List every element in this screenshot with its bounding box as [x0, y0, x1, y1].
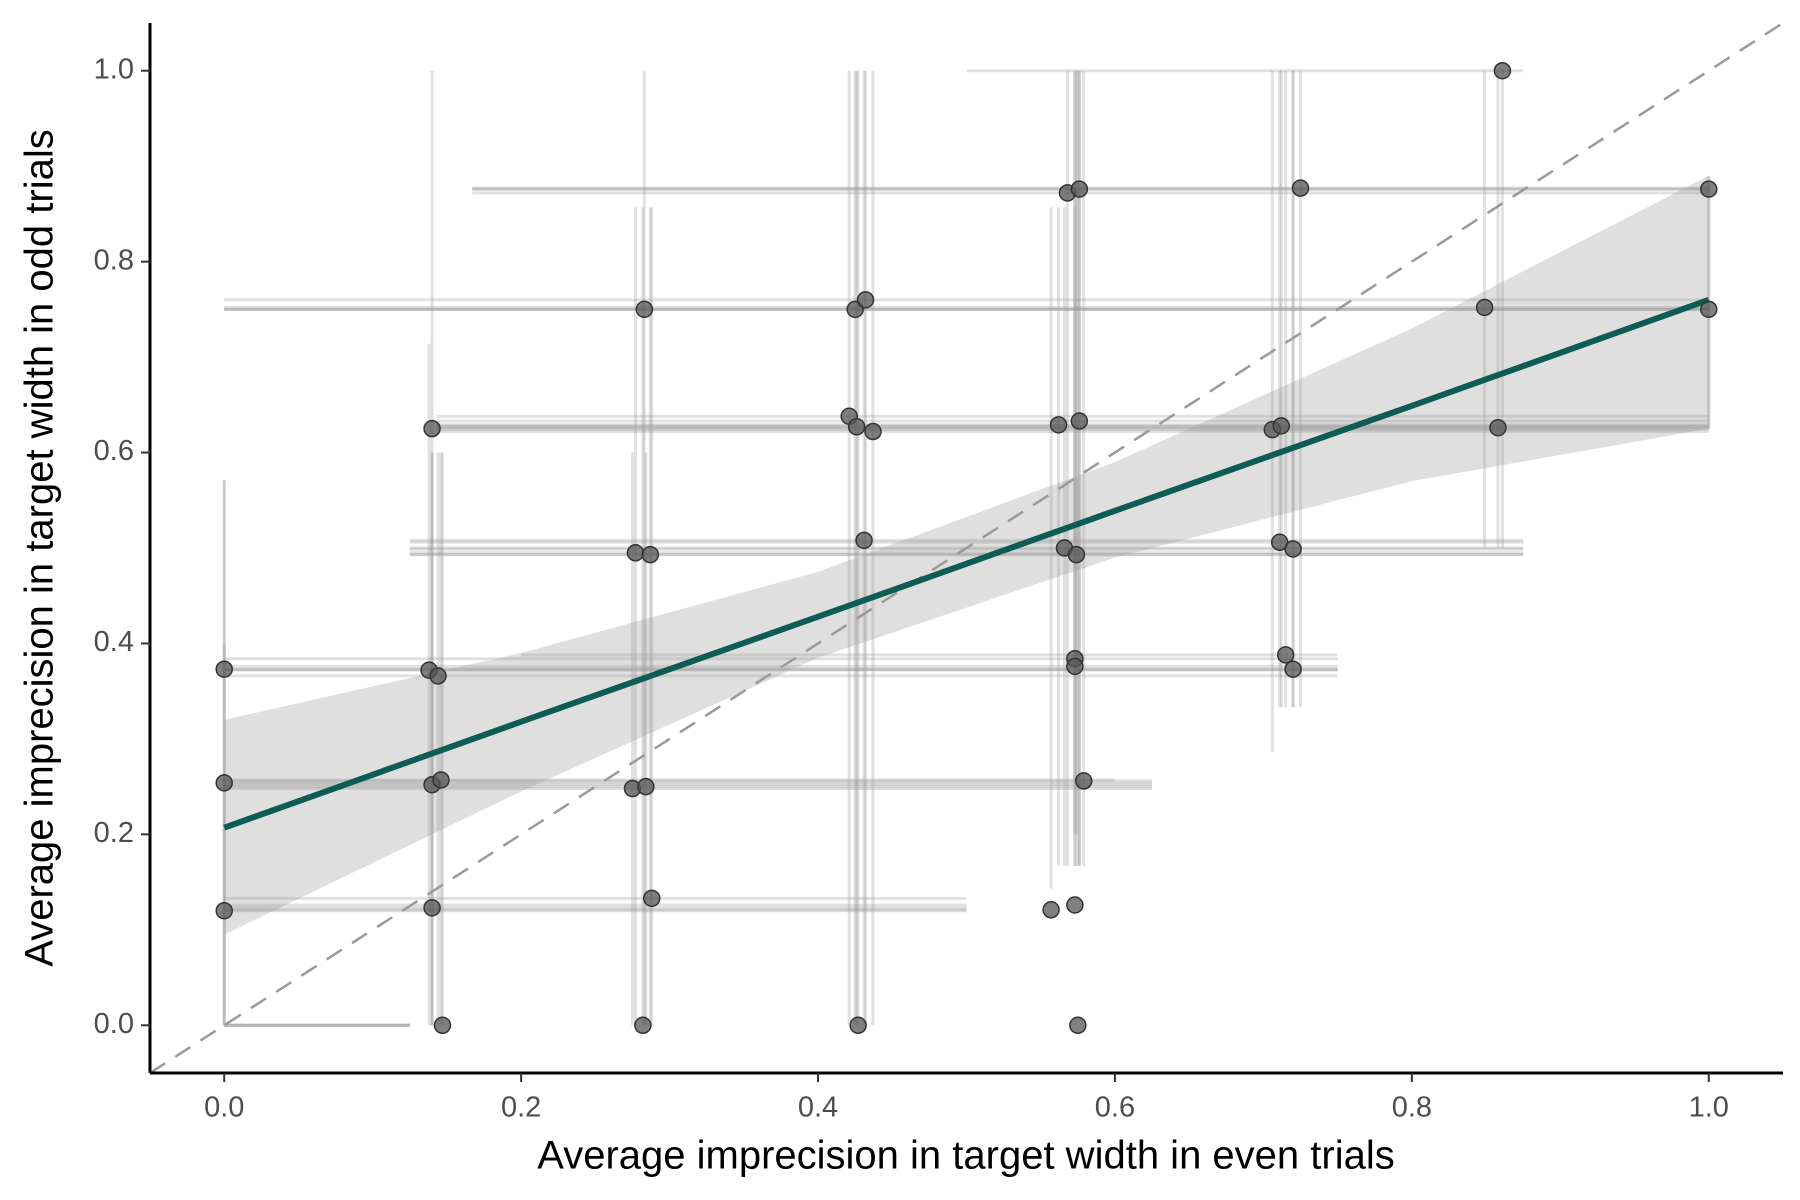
point — [864, 422, 882, 441]
point — [849, 1016, 867, 1035]
point — [1070, 180, 1089, 198]
point — [1284, 540, 1302, 558]
point — [643, 889, 661, 908]
point — [847, 418, 866, 436]
y-tick-label: 0.6 — [94, 435, 134, 467]
y-tick-label: 0.2 — [94, 817, 134, 849]
y-tick-label: 0.8 — [94, 244, 134, 276]
point — [1493, 61, 1512, 80]
point — [1276, 646, 1295, 664]
x-tick-label: 0.0 — [204, 1092, 244, 1124]
x-tick-label: 1.0 — [1689, 1092, 1729, 1124]
point — [1067, 545, 1086, 564]
point — [634, 1016, 652, 1035]
x-tick-label: 0.2 — [501, 1092, 541, 1124]
y-tick-label: 1.0 — [94, 53, 134, 85]
point — [1291, 179, 1310, 197]
point — [215, 901, 233, 920]
point — [1075, 772, 1093, 790]
point — [637, 777, 655, 796]
point — [433, 1016, 452, 1035]
point — [1700, 300, 1718, 319]
point — [635, 300, 654, 319]
point — [423, 419, 441, 438]
point — [1070, 412, 1089, 430]
confidence-band — [224, 175, 1709, 935]
x-axis-title: Average imprecision in target width in e… — [537, 1134, 1394, 1178]
point — [1489, 418, 1507, 437]
point — [429, 667, 447, 685]
point — [423, 899, 441, 917]
point — [215, 774, 233, 792]
fit-line — [223, 296, 1710, 831]
point — [215, 660, 233, 678]
point — [1066, 896, 1084, 914]
x-tick-label: 0.6 — [1095, 1092, 1135, 1124]
y-tick-label: 0.0 — [94, 1008, 134, 1040]
point — [626, 544, 645, 562]
point — [1700, 180, 1718, 198]
point — [1272, 417, 1290, 435]
identity-line — [149, 21, 1784, 1075]
point — [432, 771, 450, 789]
point — [1475, 298, 1494, 317]
y-axis-title: Average imprecision in target width in o… — [18, 129, 62, 966]
x-tick-label: 0.4 — [798, 1092, 838, 1124]
point — [641, 545, 660, 564]
point — [1049, 416, 1068, 434]
point — [1066, 657, 1084, 676]
y-tick-label: 0.4 — [94, 626, 134, 658]
point — [1284, 660, 1302, 678]
point — [856, 291, 875, 309]
point — [1042, 901, 1060, 919]
point — [1069, 1016, 1087, 1035]
x-tick-label: 0.8 — [1392, 1092, 1432, 1124]
point — [855, 531, 873, 550]
